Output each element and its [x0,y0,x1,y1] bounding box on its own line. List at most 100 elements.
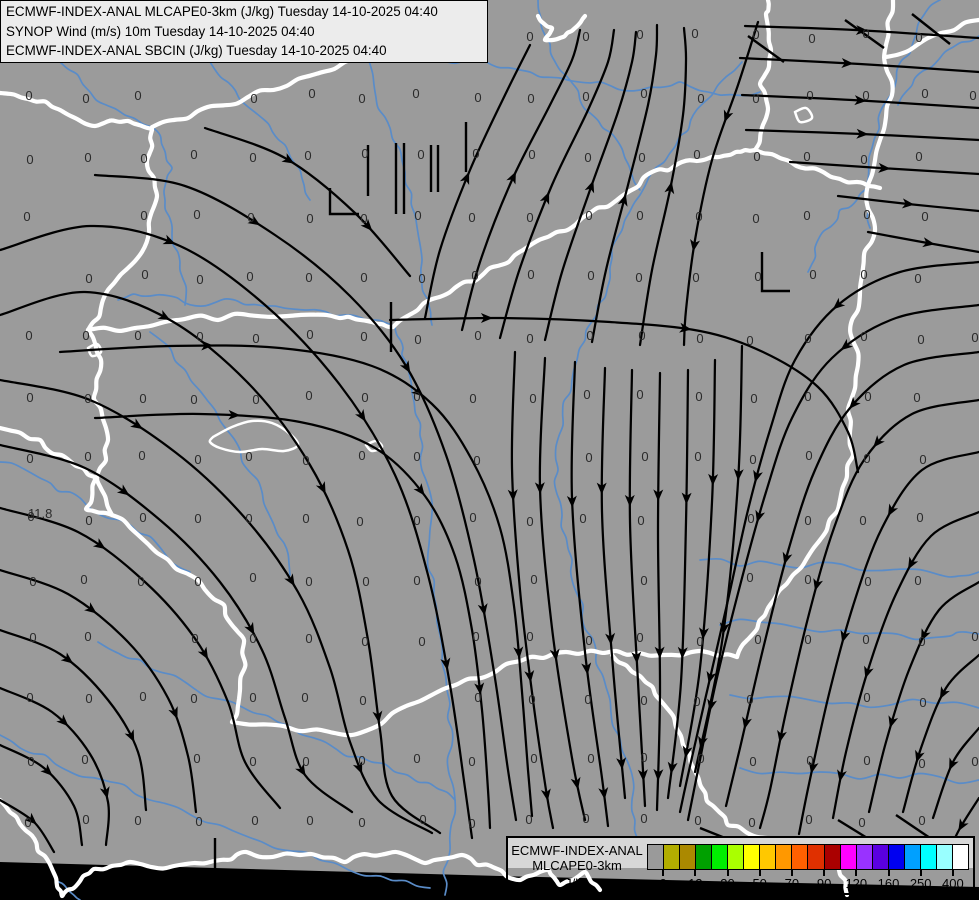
station-value: 0 [864,389,871,404]
station-value: 0 [361,634,368,649]
station-value: 0 [921,86,928,101]
streamline-arrow [681,492,692,505]
streamline-arrow [474,682,485,695]
station-value-special: 11.8 [28,506,52,521]
station-value: 0 [193,751,200,766]
station-value: 0 [918,756,925,771]
station-value: 0 [587,268,594,283]
station-value: 0 [25,328,32,343]
wind-streamline [570,360,610,828]
streamline-arrow [352,761,363,775]
station-value: 0 [752,27,759,42]
streamline-arrow [921,628,931,642]
station-value: 0 [582,811,589,826]
station-value: 0 [918,634,925,649]
streamline-arrow [690,238,700,252]
station-value: 0 [194,574,201,589]
station-value: 0 [134,88,141,103]
wind-streamline [743,24,979,40]
wind-barb [911,13,951,45]
colorbar-cell [855,844,873,870]
station-value: 0 [640,693,647,708]
wind-streamline [666,368,690,800]
colorbar-tick-label: 0 [659,876,667,891]
streamline-arrow [624,494,635,507]
station-value: 0 [305,270,312,285]
station-value: 0 [969,88,976,103]
wind-streamline [58,344,534,818]
station-value: 0 [360,270,367,285]
streamline-arrow [459,172,470,186]
colorbar-cell [759,844,777,870]
streamline-arrow [477,603,488,616]
station-value: 0 [134,813,141,828]
station-value: 0 [528,147,535,162]
station-value: 0 [805,448,812,463]
colorbar-tick [758,870,761,876]
station-value: 0 [747,511,754,526]
station-value: 0 [250,91,257,106]
streamline-arrow [908,556,919,570]
colorbar-cell [695,844,713,870]
station-value: 0 [196,272,203,287]
streamline-arrow [654,646,665,659]
station-value: 0 [23,209,30,224]
station-value: 0 [918,813,925,828]
streamline-arrow [84,602,97,614]
station-value: 0 [921,209,928,224]
station-value: 0 [636,630,643,645]
streamline-arrow [653,489,664,502]
header-line-mlcape: ECMWF-INDEX-ANAL MLCAPE0-3km (J/kg) Tues… [6,4,438,19]
station-value: 0 [84,150,91,165]
colorbar-cell [727,844,745,870]
station-value: 0 [863,451,870,466]
station-value: 0 [804,572,811,587]
station-value: 0 [469,510,476,525]
station-value: 0 [29,630,36,645]
station-value: 0 [85,271,92,286]
legend-unit: J/kg [565,876,589,891]
station-value: 0 [194,452,201,467]
station-value: 0 [473,453,480,468]
station-value: 0 [474,690,481,705]
lake-outline [208,419,300,454]
streamline-arrow [753,469,763,483]
station-value: 0 [474,574,481,589]
station-value: 0 [526,29,533,44]
station-value: 0 [358,448,365,463]
wind-streamline [866,230,979,254]
streamline-arrow [413,483,425,496]
station-value: 0 [917,332,924,347]
streamline-arrow [682,745,693,759]
streamline-arrow [887,503,899,517]
station-value: 0 [579,511,586,526]
station-value: 0 [582,29,589,44]
station-value: 0 [971,629,978,644]
streamline-arrow [596,482,607,495]
streamline-arrow [808,761,819,774]
station-value: 0 [249,754,256,769]
streamline-arrow [777,729,787,743]
streamline-arrow [539,191,550,205]
colorbar-cell [711,844,729,870]
streamline-arrow [244,621,255,635]
streamline-arrow [534,482,545,495]
station-value: 0 [306,211,313,226]
colorbar-cell [647,844,665,870]
wind-streamline [93,173,518,822]
station-value: 0 [191,631,198,646]
station-value: 0 [472,629,479,644]
station-value: 0 [748,815,755,830]
colorbar-cell [887,844,905,870]
station-value: 0 [693,147,700,162]
station-value: 0 [26,690,33,705]
colorbar-tick [887,870,890,876]
station-value: 0 [468,210,475,225]
station-value: 0 [82,328,89,343]
station-value: 0 [412,86,419,101]
wind-streamline [460,28,582,332]
streamline-arrow [372,710,383,724]
streamline-arrow [56,714,69,727]
station-value: 0 [860,152,867,167]
station-value: 0 [858,815,865,830]
